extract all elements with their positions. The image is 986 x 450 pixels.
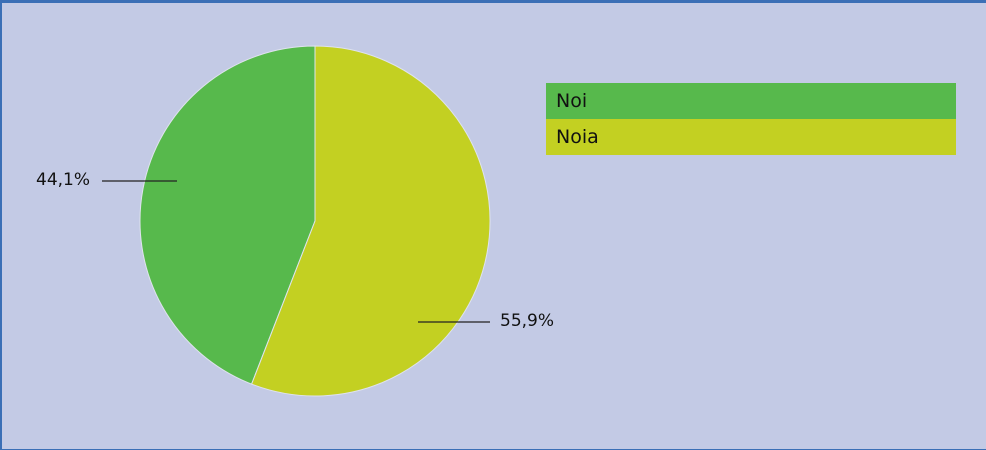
legend-label-noi: Noi — [556, 90, 588, 112]
data-label-noia: 55,9% — [500, 311, 555, 331]
legend-item-noi: Noi — [546, 83, 956, 119]
data-label-noi: 44,1% — [36, 170, 91, 190]
pie-slice-noia — [250, 45, 491, 397]
pie-slice-noi — [139, 45, 316, 385]
legend-label-noia: Noia — [556, 126, 599, 148]
legend-item-noia: Noia — [546, 119, 956, 155]
legend: Noi Noia — [546, 83, 956, 155]
